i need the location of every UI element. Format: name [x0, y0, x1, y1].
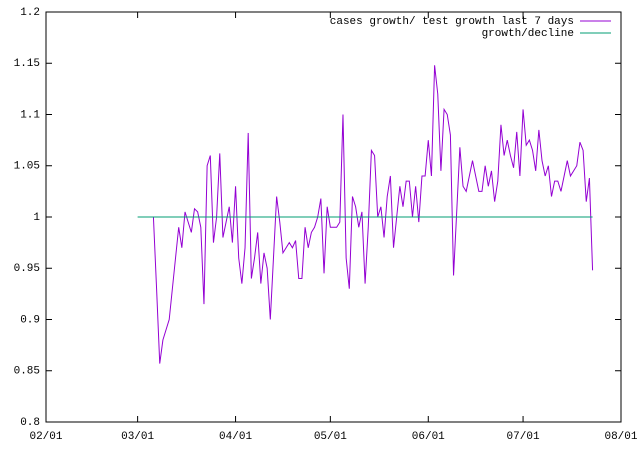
y-tick-label: 0.95 — [14, 263, 40, 275]
y-tick-label: 0.8 — [20, 417, 40, 429]
x-tick-label: 02/01 — [29, 431, 62, 443]
x-tick-label: 07/01 — [507, 431, 540, 443]
y-tick-label: 1.15 — [14, 58, 40, 70]
legend-label: growth/decline — [482, 28, 574, 40]
y-tick-label: 0.85 — [14, 366, 40, 378]
x-tick-label: 04/01 — [219, 431, 252, 443]
y-tick-label: 1.1 — [20, 109, 40, 121]
y-tick-label: 0.9 — [20, 314, 40, 326]
x-tick-label: 06/01 — [412, 431, 445, 443]
x-tick-label: 03/01 — [121, 431, 154, 443]
x-tick-label: 05/01 — [314, 431, 347, 443]
y-tick-label: 1.2 — [20, 7, 40, 19]
legend-label: cases growth/ test growth last 7 days — [330, 16, 574, 28]
y-tick-label: 1 — [33, 212, 40, 224]
line — [152, 65, 594, 364]
y-tick-label: 1.05 — [14, 161, 40, 173]
x-tick-label: 08/01 — [604, 431, 637, 443]
